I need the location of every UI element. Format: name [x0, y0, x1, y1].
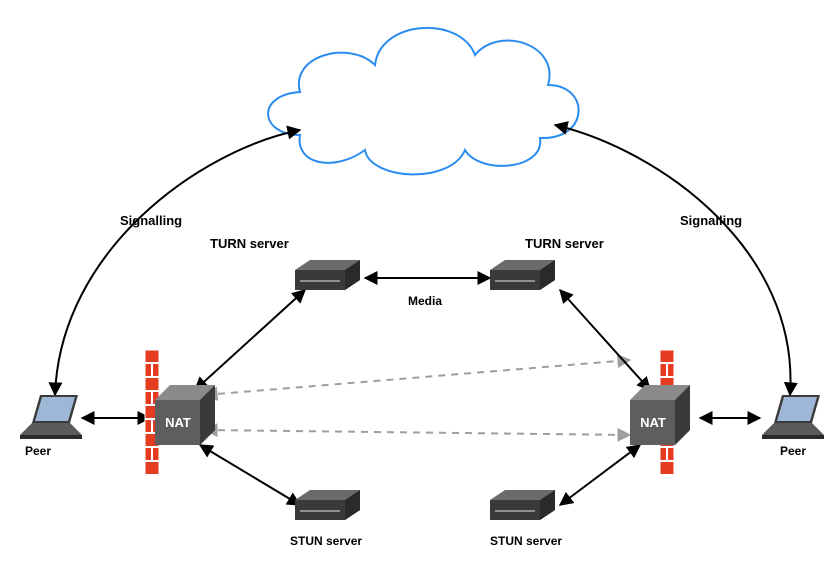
label-stun-left: STUN server [290, 534, 362, 548]
edge-natL-stunL [200, 445, 300, 505]
nat-left-label: NAT [165, 415, 191, 430]
nat-right: NAT [630, 385, 690, 445]
cloud-node [268, 28, 578, 175]
label-peer-left: Peer [25, 444, 51, 458]
edge-natR-turnR [560, 290, 650, 390]
network-diagram: NAT NAT [0, 0, 834, 568]
stun-server-left [295, 490, 360, 520]
edge-dashed-bot [205, 430, 630, 435]
edge-natR-stunR [560, 445, 640, 505]
edge-natL-turnL [195, 290, 305, 390]
label-signalling-right: Signalling [680, 213, 742, 228]
label-stun-right: STUN server [490, 534, 562, 548]
turn-server-left [295, 260, 360, 290]
nat-left: NAT [155, 385, 215, 445]
edge-dashed-top [205, 360, 630, 395]
peer-right-laptop [762, 395, 824, 439]
turn-server-right [490, 260, 555, 290]
nat-right-label: NAT [640, 415, 666, 430]
label-turn-left: TURN server [210, 236, 289, 251]
edge-signalling-left [55, 130, 300, 395]
stun-server-right [490, 490, 555, 520]
label-peer-right: Peer [780, 444, 806, 458]
label-media: Media [408, 294, 442, 308]
label-turn-right: TURN server [525, 236, 604, 251]
label-signalling-left: Signalling [120, 213, 182, 228]
peer-left-laptop [20, 395, 82, 439]
